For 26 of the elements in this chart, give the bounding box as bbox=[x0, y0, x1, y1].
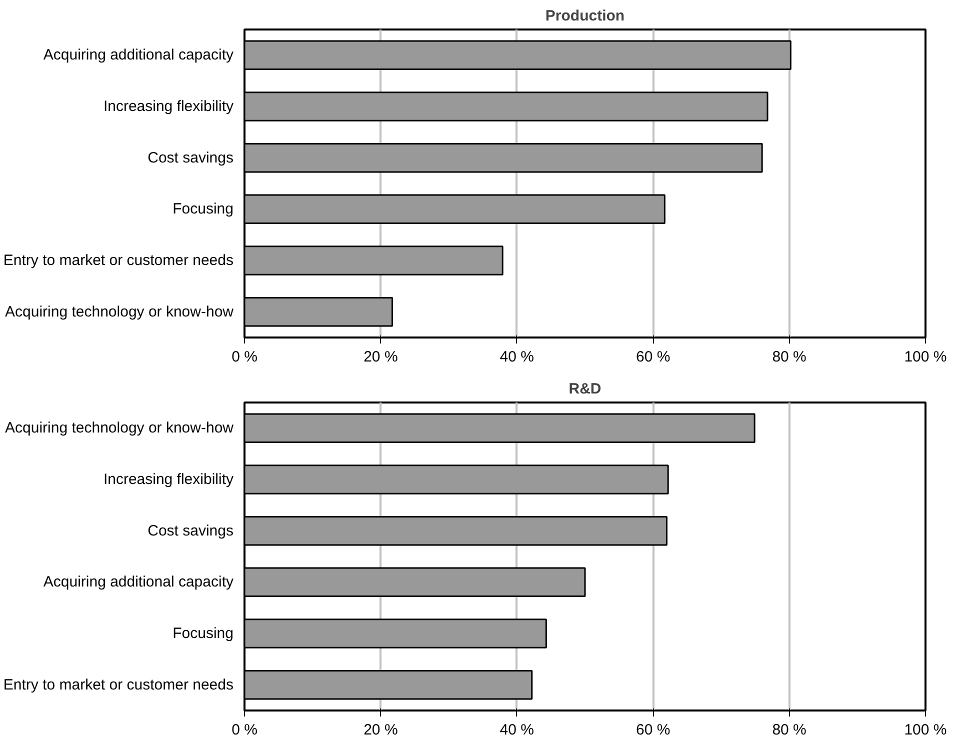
x-tick-label: 20 % bbox=[364, 348, 398, 366]
chart-title: R&D bbox=[568, 380, 602, 398]
x-tick-label: 60 % bbox=[636, 722, 670, 738]
y-tick-label: Acquiring technology or know-how bbox=[5, 420, 234, 437]
x-tick-label: 80 % bbox=[772, 722, 806, 738]
x-tick-label: 80 % bbox=[772, 348, 806, 366]
x-tick-label: 40 % bbox=[500, 722, 534, 738]
x-tick-label: 40 % bbox=[500, 348, 534, 366]
y-tick-label: Cost savings bbox=[148, 522, 234, 540]
x-tick-label: 0 % bbox=[232, 348, 258, 366]
y-tick-label: Entry to market or customer needs bbox=[3, 252, 234, 269]
y-tick-label: Increasing flexibility bbox=[103, 471, 234, 488]
y-tick-label: Entry to market or customer needs bbox=[3, 676, 234, 694]
y-tick-label: Cost savings bbox=[148, 149, 234, 166]
x-tick-label: 20 % bbox=[364, 722, 398, 738]
chart-title: Production bbox=[545, 8, 625, 24]
y-tick-label: Acquiring technology or know-how bbox=[5, 303, 234, 320]
x-tick-label: 60 % bbox=[636, 348, 670, 366]
y-tick-label: Acquiring additional capacity bbox=[43, 574, 234, 591]
y-tick-label: Increasing flexibility bbox=[103, 98, 234, 115]
x-tick-label: 0 % bbox=[232, 722, 258, 738]
x-tick-label: 100 % bbox=[904, 348, 947, 366]
y-tick-label: Acquiring additional capacity bbox=[43, 46, 234, 64]
y-tick-label: Focusing bbox=[172, 625, 234, 642]
x-tick-label: 100 % bbox=[904, 722, 947, 738]
y-tick-label: Focusing bbox=[172, 200, 234, 218]
